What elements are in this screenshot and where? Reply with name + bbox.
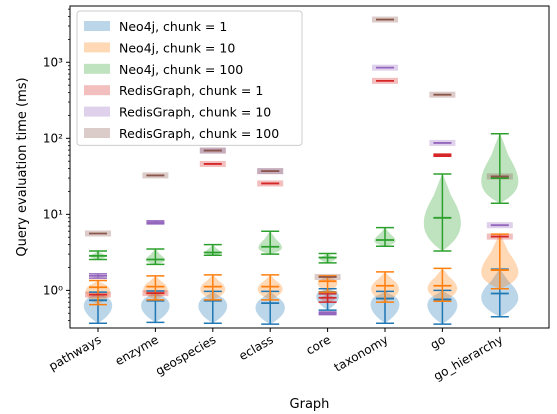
plot-area-frame: [69, 5, 550, 329]
x-tick-label: go: [428, 332, 448, 352]
y-tick-label: 10¹: [43, 207, 63, 221]
legend-swatch: [84, 85, 110, 96]
y-tick-label: 10³: [43, 55, 63, 69]
legend-swatch: [84, 106, 110, 117]
x-axis-label: Graph: [290, 397, 330, 412]
x-tick-label: eclass: [237, 332, 276, 363]
legend-label: Neo4j, chunk = 1: [119, 19, 227, 34]
x-tick-label: enzyme: [113, 332, 161, 368]
x-tick-label: taxonomy: [332, 332, 391, 374]
legend-swatch: [84, 63, 110, 74]
whisker-layer: [89, 18, 509, 325]
legend-label: RedisGraph, chunk = 1: [119, 83, 263, 98]
legend-frame: [76, 10, 303, 146]
legend-swatch: [84, 21, 110, 31]
x-tick-label: pathways: [46, 332, 103, 373]
y-tick-label: 10²: [43, 131, 63, 145]
legend-label: RedisGraph, chunk = 100: [119, 126, 279, 141]
x-tick-label: geospecies: [153, 332, 218, 378]
legend-swatch: [84, 128, 110, 138]
y-tick-label: 10⁰: [43, 283, 63, 297]
y-axis: 10⁰ 10¹ 10² 10³: [43, 8, 70, 322]
legend-label: Neo4j, chunk = 100: [119, 62, 243, 77]
legend: Neo4j, chunk = 1 Neo4j, chunk = 10 Neo4j, …: [76, 10, 303, 146]
legend-label: Neo4j, chunk = 10: [119, 40, 235, 55]
legend-label: RedisGraph, chunk = 10: [119, 105, 271, 120]
x-tick-label: core: [304, 332, 334, 357]
legend-swatch: [84, 42, 110, 53]
y-axis-label: Query evaluation time (ms): [15, 77, 30, 256]
